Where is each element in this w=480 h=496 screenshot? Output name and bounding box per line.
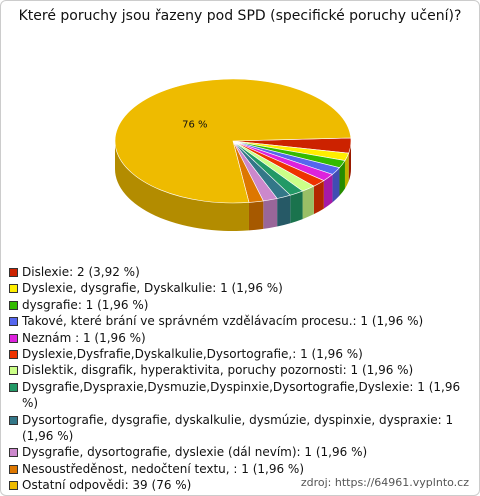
legend-label: Takové, které brání ve správném vzděláva… (22, 314, 424, 329)
legend-label: Dyslexie, dysgrafie, Dyskalkulie: 1 (1,9… (22, 281, 283, 296)
slice-side (332, 167, 340, 203)
slice-side (248, 200, 264, 231)
legend-swatch (9, 284, 18, 294)
legend-item: Neznám : 1 (1,96 %) (9, 330, 471, 346)
legend-swatch (9, 300, 18, 310)
legend-swatch (9, 317, 18, 327)
legend-swatch (9, 333, 18, 343)
chart-title: Které poruchy jsou řazeny pod SPD (speci… (19, 8, 462, 24)
slice-side (277, 195, 291, 227)
legend-swatch (9, 481, 18, 491)
legend-swatch (9, 415, 18, 425)
legend-label: Dysortografie, dysgrafie, dyskalkulie, d… (22, 412, 454, 444)
legend-item: Dyslexie,Dysfrafie,Dyskalkulie,Dysortogr… (9, 346, 471, 362)
legend-item: Dysgrafie, dysortografie, dyslexie (dál … (9, 444, 471, 460)
slice-side (313, 180, 324, 215)
pie-area: Které poruchy jsou řazeny pod SPD (speci… (19, 8, 462, 231)
slice-side (344, 153, 349, 189)
legend-swatch (9, 382, 18, 392)
slice-side (339, 160, 345, 196)
slice-side (263, 198, 278, 229)
legend-item: Nesoustředěnost, nedočtení textu, : 1 (1… (9, 461, 471, 477)
slice-side (323, 174, 333, 209)
slice-side (115, 141, 249, 231)
legend-item: dysgrafie: 1 (1,96 %) (9, 297, 471, 313)
legend-label: Ostatní odpovědi: 39 (76 %) (22, 478, 192, 493)
legend-label: Dysgrafie, dysortografie, dyslexie (dál … (22, 445, 368, 460)
legend-label: Dysgrafie,Dyspraxie,Dysmuzie,Dyspinxie,D… (22, 379, 461, 411)
source: zdroj: https://64961.vyplnto.cz (300, 476, 469, 489)
slice-label: 76 % (182, 119, 207, 130)
legend-label: Dislexie: 2 (3,92 %) (22, 265, 140, 279)
legend: Dislexie: 2 (3,92 %) Dyslexie, dysgrafie,… (9, 264, 471, 494)
legend-swatch (9, 448, 18, 458)
legend-item: Dislexie: 2 (3,92 %) (9, 264, 471, 280)
legend-item: Dislektik, disgrafik, hyperaktivita, por… (9, 362, 471, 378)
legend-item: Takové, které brání ve správném vzděláva… (9, 313, 471, 329)
legend-label: Dislektik, disgrafik, hyperaktivita, por… (22, 363, 414, 378)
slice-side (302, 186, 314, 220)
slice (114, 78, 352, 204)
legend-label: Neznám : 1 (1,96 %) (22, 330, 146, 345)
legend-swatch (9, 268, 18, 277)
legend-swatch (9, 350, 18, 360)
legend-label: dysgrafie: 1 (1,96 %) (22, 297, 149, 312)
legend-label: Dyslexie,Dysfrafie,Dyskalkulie,Dysortogr… (22, 347, 363, 362)
legend-item: Ostatní odpovědi: 39 (76 %) (9, 477, 471, 493)
slice-side (290, 191, 303, 224)
legend-label: Nesoustředěnost, nedočtení textu, : 1 (1… (22, 461, 305, 476)
legend-item: Dysgrafie,Dyspraxie,Dysmuzie,Dyspinxie,D… (9, 379, 471, 412)
legend-item: Dyslexie, dysgrafie, Dyskalkulie: 1 (1,9… (9, 280, 471, 296)
legend-swatch (9, 366, 18, 376)
slice-side (348, 141, 351, 182)
legend-item: Dysortografie, dysgrafie, dyskalkulie, d… (9, 412, 471, 445)
legend-swatch (9, 464, 18, 474)
